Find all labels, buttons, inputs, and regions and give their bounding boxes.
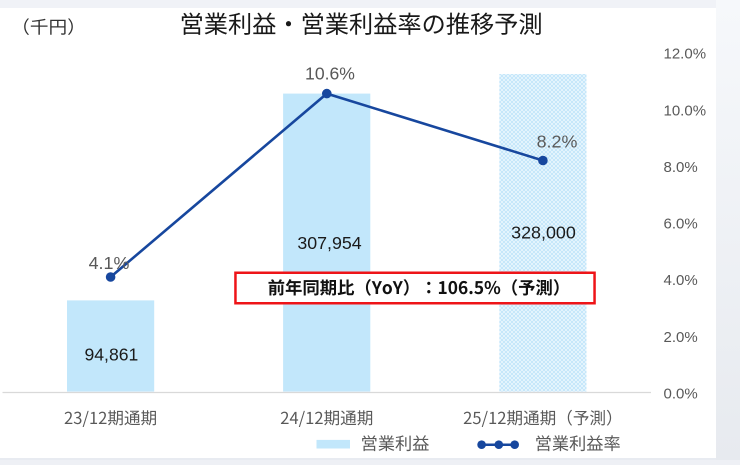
svg-text:8.0%: 8.0% bbox=[664, 159, 698, 176]
svg-text:328,000: 328,000 bbox=[511, 223, 576, 243]
svg-text:10.6%: 10.6% bbox=[305, 63, 355, 83]
svg-text:10.0%: 10.0% bbox=[664, 102, 707, 119]
svg-text:4.1%: 4.1% bbox=[89, 253, 130, 273]
svg-text:0.0%: 0.0% bbox=[664, 385, 698, 402]
svg-text:94,861: 94,861 bbox=[84, 344, 138, 364]
svg-text:6.0%: 6.0% bbox=[664, 216, 698, 233]
svg-text:2.0%: 2.0% bbox=[664, 329, 698, 346]
svg-text:12.0%: 12.0% bbox=[664, 46, 707, 63]
svg-text:8.2%: 8.2% bbox=[537, 132, 578, 152]
svg-text:307,954: 307,954 bbox=[297, 233, 361, 253]
svg-text:4.0%: 4.0% bbox=[664, 272, 698, 289]
